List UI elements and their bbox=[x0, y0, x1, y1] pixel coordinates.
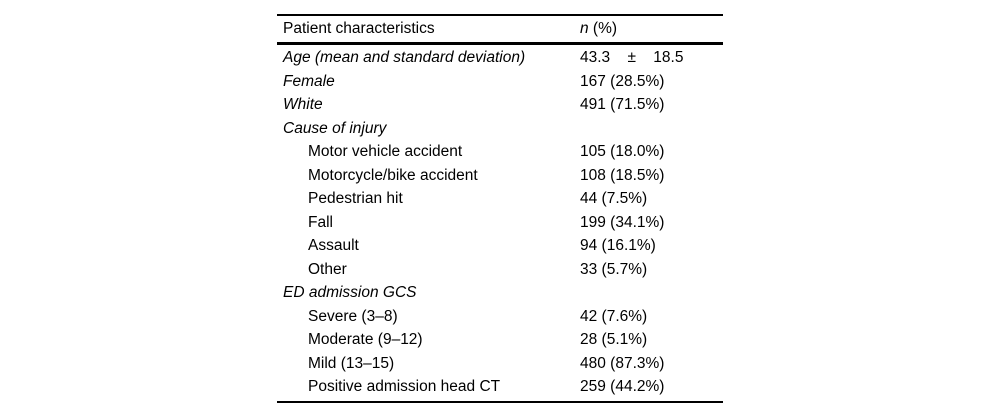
column-header-patient-characteristics: Patient characteristics bbox=[283, 20, 435, 38]
row-label: Fall bbox=[308, 213, 333, 231]
row-value: 259 (44.2%) bbox=[580, 378, 665, 395]
table-row-motorcycle-bike-accident: Motorcycle/bike accident 108 (18.5%) bbox=[277, 164, 723, 188]
table-row-severe: Severe (3–8) 42 (7.6%) bbox=[277, 305, 723, 329]
table-row-positive-admission-head-ct: Positive admission head CT 259 (44.2%) bbox=[277, 375, 723, 399]
table-row-female: Female 167 (28.5%) bbox=[277, 70, 723, 94]
row-label: White bbox=[283, 96, 323, 113]
row-label: Motorcycle/bike accident bbox=[308, 166, 478, 184]
row-label: Mild (13–15) bbox=[308, 354, 395, 372]
row-value: 43.3 ± 18.5 bbox=[580, 49, 684, 66]
table-row-cause-of-injury: Cause of injury bbox=[277, 117, 723, 141]
row-label: Female bbox=[283, 72, 335, 90]
table-row-moderate: Moderate (9–12) 28 (5.1%) bbox=[277, 328, 723, 352]
row-value: 33 (5.7%) bbox=[580, 260, 648, 278]
row-value: 94 (16.1%) bbox=[580, 237, 656, 254]
patient-characteristics-table: Patient characteristics n (%) Age (mean … bbox=[277, 14, 723, 403]
table-row-mild: Mild (13–15) 480 (87.3%) bbox=[277, 352, 723, 376]
row-label: Positive admission head CT bbox=[308, 378, 501, 395]
table-row-fall: Fall 199 (34.1%) bbox=[277, 211, 723, 235]
row-value: 108 (18.5%) bbox=[580, 166, 665, 184]
row-label: Moderate (9–12) bbox=[308, 331, 423, 348]
row-value: 105 (18.0%) bbox=[580, 143, 665, 160]
table-row-assault: Assault 94 (16.1%) bbox=[277, 234, 723, 258]
row-value: 491 (71.5%) bbox=[580, 96, 665, 113]
column-header-n-percent: n (%) bbox=[580, 21, 723, 37]
row-value: 199 (34.1%) bbox=[580, 213, 665, 231]
row-label: Motor vehicle accident bbox=[308, 143, 463, 160]
row-label: Severe (3–8) bbox=[308, 307, 398, 325]
table-row-other: Other 33 (5.7%) bbox=[277, 258, 723, 282]
row-label: Cause of injury bbox=[283, 119, 387, 137]
table-row-age: Age (mean and standard deviation) 43.3 ±… bbox=[277, 46, 723, 70]
table-header-row: Patient characteristics n (%) bbox=[277, 14, 723, 45]
table-row-pedestrian-hit: Pedestrian hit 44 (7.5%) bbox=[277, 187, 723, 211]
table-body: Age (mean and standard deviation) 43.3 ±… bbox=[277, 45, 723, 403]
percent-label: (%) bbox=[588, 20, 618, 38]
row-label: Pedestrian hit bbox=[308, 190, 403, 207]
row-value: 28 (5.1%) bbox=[580, 331, 648, 348]
table-row-ed-admission-gcs: ED admission GCS bbox=[277, 281, 723, 305]
row-value: 42 (7.6%) bbox=[580, 307, 648, 325]
table-row-motor-vehicle-accident: Motor vehicle accident 105 (18.0%) bbox=[277, 140, 723, 164]
row-value: 480 (87.3%) bbox=[580, 354, 665, 372]
row-label: Assault bbox=[308, 237, 359, 254]
row-value: 44 (7.5%) bbox=[580, 190, 648, 207]
row-label: Other bbox=[308, 260, 347, 278]
n-symbol: n bbox=[580, 20, 589, 38]
row-label: ED admission GCS bbox=[283, 284, 417, 301]
row-value: 167 (28.5%) bbox=[580, 72, 665, 90]
row-label: Age (mean and standard deviation) bbox=[283, 49, 526, 66]
table-row-white: White 491 (71.5%) bbox=[277, 93, 723, 117]
